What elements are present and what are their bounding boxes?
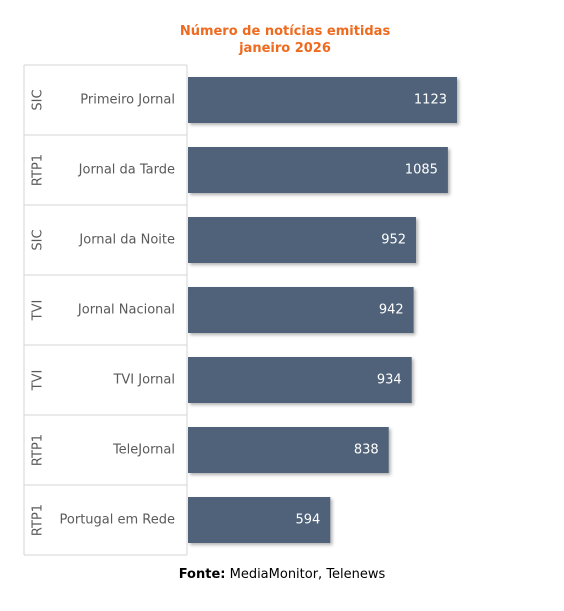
- bar-value-label: 942: [379, 303, 404, 318]
- chart-title: Número de notícias emitidas: [179, 24, 391, 39]
- channel-label: SIC: [31, 229, 46, 250]
- bar-value-label: 594: [295, 513, 320, 528]
- program-label: Jornal da Tarde: [78, 163, 175, 178]
- channel-label: SIC: [31, 89, 46, 110]
- bar: [188, 427, 389, 473]
- bar: [188, 217, 417, 263]
- program-label: TVI Jornal: [112, 373, 175, 388]
- bar: [188, 357, 412, 403]
- bar: [188, 287, 414, 333]
- bar: [188, 147, 448, 193]
- bar-value-label: 1085: [405, 163, 438, 178]
- source-label: Fonte:: [178, 567, 226, 582]
- chart-subtitle: janeiro 2026: [239, 41, 331, 56]
- channel-label: RTP1: [31, 504, 46, 536]
- program-label: Portugal em Rede: [60, 513, 175, 528]
- bar: [188, 497, 331, 543]
- bar-value-label: 934: [377, 373, 402, 388]
- program-label: Primeiro Jornal: [80, 93, 175, 108]
- source-note: Fonte: MediaMonitor, Telenews: [0, 567, 564, 582]
- program-label: Jornal da Noite: [78, 233, 175, 248]
- program-label: TeleJornal: [112, 443, 175, 458]
- source-text: MediaMonitor, Telenews: [225, 567, 386, 582]
- channel-label: TVI: [31, 300, 46, 322]
- bar-value-label: 1123: [414, 93, 447, 108]
- bar-value-label: 952: [381, 233, 406, 248]
- channel-label: TVI: [31, 370, 46, 392]
- bar: [188, 77, 457, 123]
- program-label: Jornal Nacional: [77, 303, 175, 318]
- channel-label: RTP1: [31, 434, 46, 466]
- channel-label: RTP1: [31, 154, 46, 186]
- bar-value-label: 838: [354, 443, 379, 458]
